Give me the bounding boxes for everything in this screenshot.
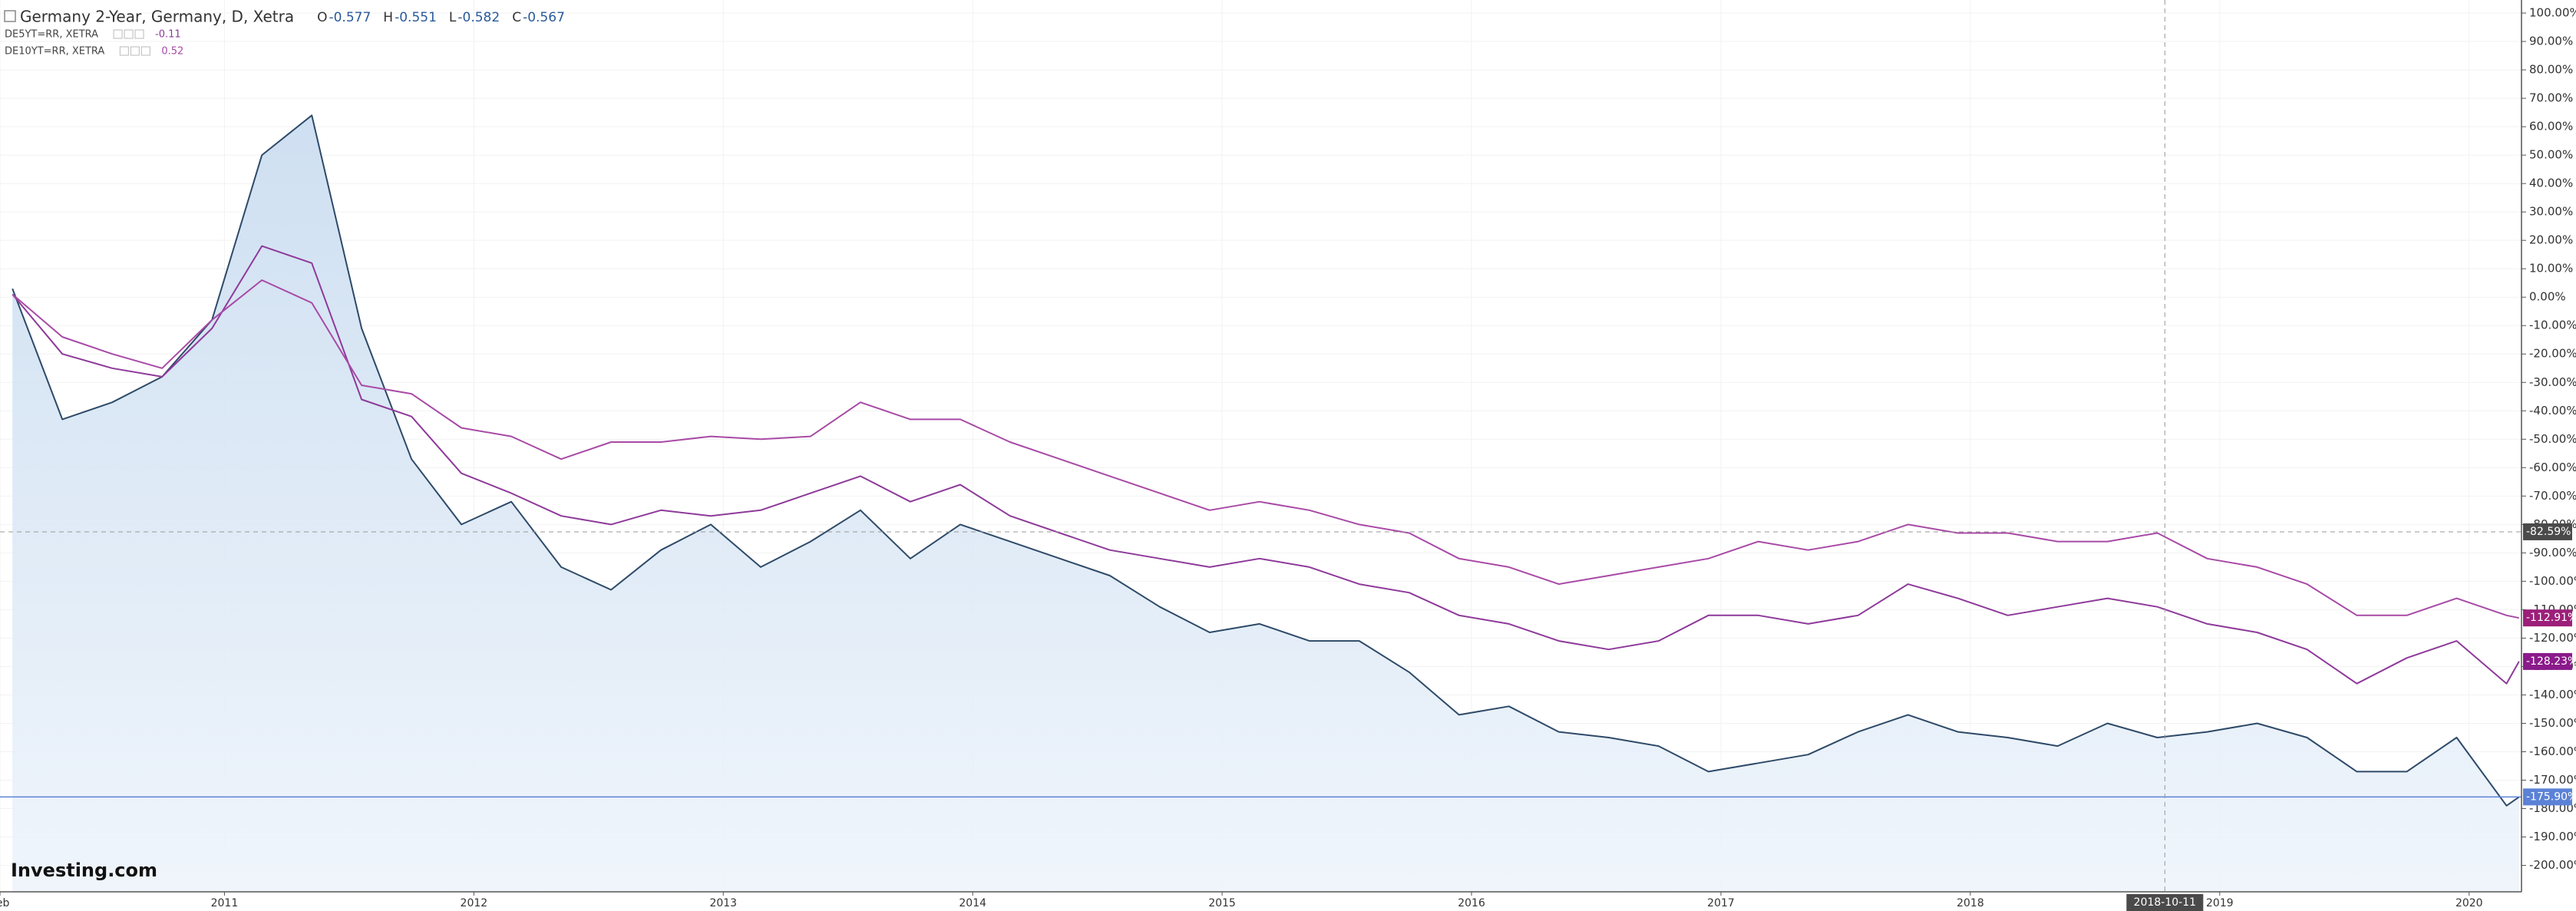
x-tick-label: Feb	[0, 897, 10, 909]
x-tick-label: 2015	[1208, 897, 1236, 909]
ohlc-key: H	[383, 10, 393, 25]
legend-value: -0.11	[155, 29, 181, 41]
y-tick-label: 60.00%	[2529, 120, 2573, 134]
y-tick-label: -60.00%	[2529, 460, 2576, 474]
ohlc-key: L	[449, 10, 457, 25]
ohlc-value: -0.551	[395, 10, 437, 25]
y-tick-label: -150.00%	[2529, 716, 2576, 730]
y-tick-label: 40.00%	[2529, 177, 2573, 190]
y-tick-label: -190.00%	[2529, 830, 2576, 843]
y-tick-label: 80.00%	[2529, 63, 2573, 77]
last-value-label: -128.23%	[2526, 655, 2576, 668]
legend-button	[140, 46, 150, 56]
y-tick-label: 100.00%	[2529, 6, 2576, 20]
last-value-box	[2523, 609, 2572, 627]
legend-button	[134, 29, 144, 39]
plot	[0, 0, 2522, 893]
series-line	[12, 114, 2520, 807]
y-tick-label: -70.00%	[2529, 489, 2576, 503]
crosshair-y-box	[2523, 523, 2572, 540]
legend: Germany 2-Year, Germany, D, Xetra O -0.57…	[4, 8, 565, 58]
legend-value: 0.52	[161, 46, 183, 58]
crosshair-y-label: -82.59%	[2526, 526, 2571, 538]
y-tick-label: 30.00%	[2529, 205, 2573, 219]
last-value-box	[2523, 652, 2572, 670]
y-tick-label: 90.00%	[2529, 35, 2573, 48]
y-tick-label: -40.00%	[2529, 404, 2576, 418]
crosshair-x-label: 2018-10-11	[2134, 896, 2196, 909]
legend-button	[113, 29, 123, 39]
x-tick-label: 2012	[461, 897, 488, 909]
ohlc-value: -0.577	[329, 10, 371, 25]
area	[12, 115, 2519, 893]
ohlc-key: C	[512, 10, 521, 25]
x-tick-label: 2013	[709, 897, 737, 909]
y-tick-label: 20.00%	[2529, 233, 2573, 247]
series-line	[12, 279, 2520, 619]
y-tick-label: 70.00%	[2529, 91, 2573, 105]
y-tick-label: -30.00%	[2529, 375, 2576, 389]
logo: Investing.com	[11, 860, 157, 881]
x-tick-label: 2018	[1957, 897, 1984, 909]
y-tick-label: -20.00%	[2529, 347, 2576, 361]
chart-title: Germany 2-Year, Germany, D, Xetra	[20, 8, 294, 26]
x-tick-label: 2020	[2455, 897, 2483, 909]
ohlc-value: -0.582	[457, 10, 500, 25]
y-tick-label: 50.00%	[2529, 148, 2573, 162]
y-tick-label: -100.00%	[2529, 574, 2576, 588]
y-tick-label: 0.00%	[2529, 290, 2566, 304]
y-tick-label: -160.00%	[2529, 744, 2576, 758]
y-tick-label: 10.00%	[2529, 262, 2573, 276]
y-tick-label: -200.00%	[2529, 858, 2576, 872]
legend-button	[124, 29, 134, 39]
ohlc-value: -0.567	[523, 10, 565, 25]
legend-entry: DE10YT=RR, XETRA	[5, 46, 104, 58]
y-tick-label: -170.00%	[2529, 773, 2576, 787]
last-value-box	[2523, 788, 2572, 806]
series-line	[12, 245, 2520, 685]
legend-entry: DE5YT=RR, XETRA	[5, 29, 98, 41]
legend-button	[130, 46, 140, 56]
y-tick-label: -50.00%	[2529, 432, 2576, 446]
x-tick-label: 2016	[1458, 897, 1485, 909]
x-tick-label: 2011	[211, 897, 239, 909]
last-value-label: -112.91%	[2526, 612, 2576, 624]
x-tick-label: 2014	[959, 897, 986, 909]
y-tick-label: -140.00%	[2529, 688, 2576, 701]
y-tick-label: -10.00%	[2529, 319, 2576, 332]
x-tick-label: 2019	[2206, 897, 2234, 909]
y-tick-label: -120.00%	[2529, 631, 2576, 645]
collapse-icon[interactable]	[4, 10, 16, 22]
x-tick-label: 2017	[1707, 897, 1735, 909]
y-tick-label: -90.00%	[2529, 546, 2576, 559]
legend-button	[119, 46, 129, 56]
ohlc-key: O	[317, 10, 327, 25]
last-value-label: -175.90%	[2526, 791, 2576, 803]
crosshair-x-box	[2126, 894, 2204, 911]
